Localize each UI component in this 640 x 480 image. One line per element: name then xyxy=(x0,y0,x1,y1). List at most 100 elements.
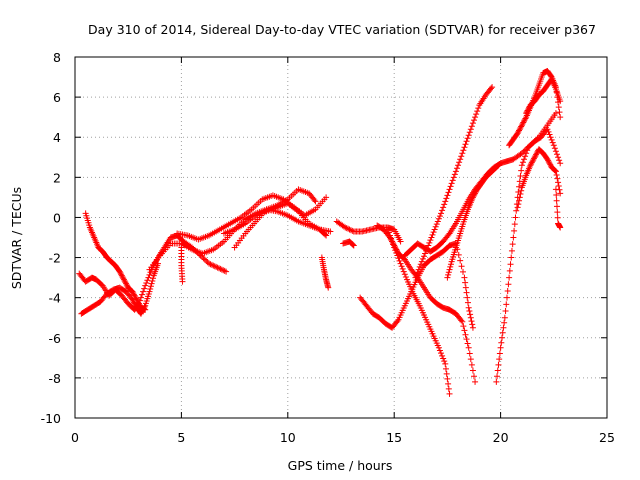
series-18 xyxy=(514,146,564,211)
data-point xyxy=(498,339,505,346)
data-point xyxy=(516,127,523,134)
data-point xyxy=(394,252,401,259)
data-point xyxy=(551,166,558,173)
data-point xyxy=(397,238,404,245)
data-point xyxy=(323,194,330,201)
data-point xyxy=(552,167,559,174)
data-point xyxy=(139,291,146,298)
data-point xyxy=(428,234,435,241)
data-point xyxy=(131,292,138,299)
data-point xyxy=(120,276,127,283)
data-point xyxy=(457,257,464,264)
data-point xyxy=(495,162,502,169)
data-point xyxy=(472,190,479,197)
data-point xyxy=(143,279,150,286)
chart-title: Day 310 of 2014, Sidereal Day-to-day VTE… xyxy=(88,22,596,37)
data-point xyxy=(529,158,536,165)
data-point xyxy=(395,255,402,262)
data-point xyxy=(427,237,434,244)
data-point xyxy=(445,269,452,276)
data-point xyxy=(347,227,354,234)
data-point xyxy=(512,214,519,221)
data-point xyxy=(425,242,432,249)
data-point xyxy=(141,285,148,292)
data-point xyxy=(438,210,445,217)
data-point xyxy=(495,361,502,368)
data-point xyxy=(467,311,474,318)
data-point xyxy=(515,201,522,208)
data-point xyxy=(464,294,471,301)
data-point xyxy=(516,197,523,204)
data-point xyxy=(553,151,560,158)
series-17 xyxy=(493,126,564,385)
data-point xyxy=(145,274,152,281)
data-point xyxy=(417,261,424,268)
data-point xyxy=(519,159,526,166)
data-point xyxy=(443,195,450,202)
data-point xyxy=(122,279,129,286)
data-point xyxy=(528,159,535,166)
data-point xyxy=(436,213,443,220)
data-point xyxy=(465,132,472,139)
data-point xyxy=(422,250,429,257)
data-point xyxy=(435,344,442,351)
data-point xyxy=(432,223,439,230)
y-tick-label: -2 xyxy=(49,251,61,266)
data-point xyxy=(459,318,466,325)
data-point xyxy=(397,260,404,267)
data-point xyxy=(489,84,496,91)
data-point xyxy=(465,344,472,351)
y-tick-label: -10 xyxy=(41,411,61,426)
data-point xyxy=(506,274,513,281)
data-point xyxy=(444,375,451,382)
data-point xyxy=(503,301,510,308)
data-point xyxy=(117,269,124,276)
data-point xyxy=(550,142,557,149)
data-point xyxy=(466,308,473,315)
y-tick-label: 2 xyxy=(53,170,61,185)
data-point xyxy=(517,191,524,198)
data-point xyxy=(557,160,564,167)
plot-frame xyxy=(74,56,608,419)
data-point xyxy=(499,334,506,341)
data-point xyxy=(393,249,400,256)
data-point xyxy=(496,350,503,357)
data-point xyxy=(343,225,350,232)
data-point xyxy=(524,107,531,114)
data-point xyxy=(133,296,140,303)
data-point xyxy=(394,318,401,325)
data-point xyxy=(386,232,393,239)
data-point xyxy=(506,267,513,274)
data-point xyxy=(207,261,214,268)
data-point xyxy=(201,256,208,263)
data-point xyxy=(524,147,531,154)
series-21 xyxy=(552,186,564,231)
data-point xyxy=(140,288,147,295)
data-point xyxy=(518,122,525,129)
data-point xyxy=(123,281,130,288)
data-point xyxy=(412,274,419,281)
data-point xyxy=(210,262,217,269)
data-point xyxy=(516,194,523,201)
data-point xyxy=(440,204,447,211)
data-point xyxy=(444,274,451,281)
data-point xyxy=(322,231,329,238)
data-point xyxy=(146,288,153,295)
data-point xyxy=(467,356,474,363)
data-point xyxy=(134,298,141,305)
data-point xyxy=(530,155,537,162)
data-point xyxy=(467,126,474,133)
data-point xyxy=(445,385,452,392)
data-point xyxy=(327,228,334,235)
data-point xyxy=(390,241,397,248)
data-point xyxy=(544,156,551,163)
series-10 xyxy=(340,238,357,249)
data-point xyxy=(447,261,454,268)
data-point xyxy=(446,266,453,273)
series-15 xyxy=(412,84,496,281)
data-point xyxy=(530,156,537,163)
data-point xyxy=(116,268,123,275)
data-point xyxy=(214,264,221,271)
data-point xyxy=(469,367,476,374)
data-point xyxy=(553,192,560,199)
